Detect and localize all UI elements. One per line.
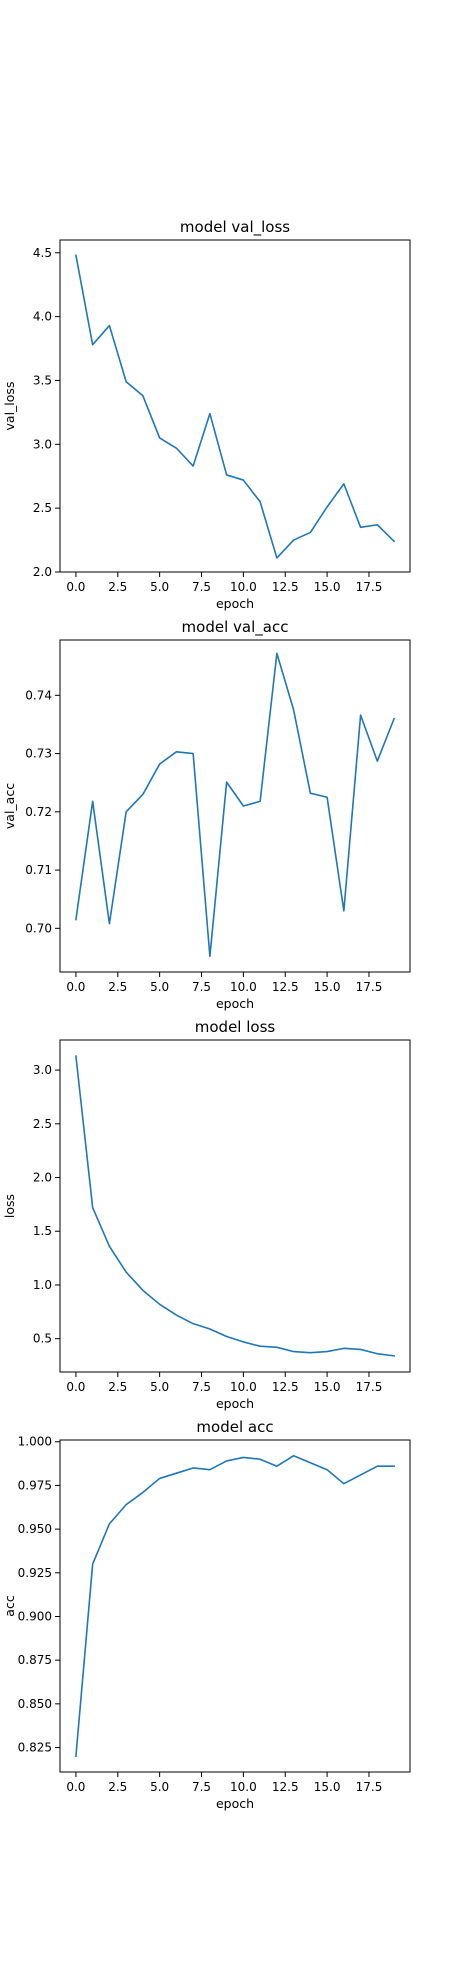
x-tick-label-acc: 2.5 (108, 1780, 127, 1794)
x-axis-label-val-acc: epoch (216, 996, 254, 1011)
y-tick-label-acc: 0.975 (18, 1478, 52, 1492)
chart-title-val-loss: model val_loss (180, 218, 290, 237)
y-tick-label-val-loss: 2.0 (33, 565, 52, 579)
y-tick-label-acc: 0.850 (18, 1697, 52, 1711)
y-tick-label-loss: 2.0 (33, 1171, 52, 1185)
x-tick-label-val-acc: 7.5 (192, 980, 211, 994)
y-tick-label-loss: 0.5 (33, 1332, 52, 1346)
series-line-acc (75, 1454, 395, 1758)
chart-loss: model loss 0.0 2.5 5.0 7.5 10.0 12.5 15.0 17.5 0.… (2, 1018, 411, 1411)
plot-area-acc (59, 1439, 411, 1773)
y-tick-label-val-loss: 2.5 (33, 501, 52, 515)
y-tick-label-acc: 0.825 (18, 1741, 52, 1755)
x-tick-label-acc: 7.5 (192, 1780, 211, 1794)
x-tick-label-loss: 15.0 (314, 1380, 341, 1394)
x-tick-label-loss: 7.5 (192, 1380, 211, 1394)
x-tick-label-acc: 17.5 (356, 1780, 383, 1794)
y-axis-label-loss: loss (2, 1194, 17, 1218)
chart-title-val-acc: model val_acc (182, 618, 289, 637)
x-tick-label-loss: 2.5 (108, 1380, 127, 1394)
y-tick-label-loss: 1.5 (33, 1224, 52, 1238)
chart-val-loss: model val_loss 0.0 2.5 5.0 7.5 10.0 12.5 15.0 17… (2, 218, 411, 611)
plot-area-val-acc (59, 639, 411, 973)
chart-title-acc: model acc (196, 1418, 273, 1436)
x-axis-label-val-loss: epoch (216, 596, 254, 611)
x-tick-label-val-acc: 0.0 (66, 980, 85, 994)
x-tick-label-val-acc: 10.0 (230, 980, 257, 994)
series-line-loss (75, 1055, 395, 1357)
y-axis-label-acc: acc (2, 1595, 17, 1617)
y-tick-label-val-loss: 4.0 (33, 310, 52, 324)
x-tick-label-val-loss: 15.0 (314, 580, 341, 594)
x-axis-label-loss: epoch (216, 1396, 254, 1411)
y-tick-label-val-acc: 0.72 (25, 805, 52, 819)
x-tick-label-acc: 5.0 (150, 1780, 169, 1794)
x-tick-label-loss: 5.0 (150, 1380, 169, 1394)
x-tick-label-val-loss: 17.5 (356, 580, 383, 594)
plot-area-loss (59, 1039, 411, 1373)
x-tick-label-loss: 12.5 (272, 1380, 299, 1394)
y-tick-label-val-loss: 4.5 (33, 246, 52, 260)
y-tick-label-loss: 1.0 (33, 1278, 52, 1292)
y-tick-label-loss: 3.0 (33, 1063, 52, 1077)
x-tick-label-loss: 17.5 (356, 1380, 383, 1394)
x-tick-label-loss: 0.0 (66, 1380, 85, 1394)
y-axis-label-val-acc: val_acc (2, 783, 17, 829)
x-tick-label-acc: 12.5 (272, 1780, 299, 1794)
x-tick-label-val-loss: 5.0 (150, 580, 169, 594)
x-tick-label-acc: 0.0 (66, 1780, 85, 1794)
x-tick-label-val-loss: 2.5 (108, 580, 127, 594)
chart-title-loss: model loss (195, 1018, 276, 1036)
y-tick-label-acc: 0.900 (18, 1609, 52, 1623)
x-tick-label-acc: 15.0 (314, 1780, 341, 1794)
plot-area-val-loss (59, 239, 411, 573)
x-tick-label-val-loss: 7.5 (192, 580, 211, 594)
x-tick-label-loss: 10.0 (230, 1380, 257, 1394)
x-tick-label-val-acc: 12.5 (272, 980, 299, 994)
y-tick-label-acc: 1.000 (18, 1435, 52, 1449)
y-tick-label-acc: 0.875 (18, 1653, 52, 1667)
y-tick-label-val-acc: 0.71 (25, 863, 52, 877)
y-tick-label-val-acc: 0.74 (25, 688, 52, 702)
y-tick-label-val-acc: 0.70 (25, 921, 52, 935)
y-tick-label-val-loss: 3.5 (33, 373, 52, 387)
y-tick-label-val-loss: 3.0 (33, 437, 52, 451)
x-tick-label-val-acc: 17.5 (356, 980, 383, 994)
y-tick-label-val-acc: 0.73 (25, 747, 52, 761)
x-tick-label-val-loss: 0.0 (66, 580, 85, 594)
y-tick-label-loss: 2.5 (33, 1117, 52, 1131)
x-tick-label-acc: 10.0 (230, 1780, 257, 1794)
x-tick-label-val-loss: 10.0 (230, 580, 257, 594)
y-axis-label-val-loss: val_loss (2, 382, 17, 431)
x-tick-label-val-acc: 15.0 (314, 980, 341, 994)
series-line-val-acc (75, 652, 396, 958)
x-tick-label-val-acc: 2.5 (108, 980, 127, 994)
series-line-val-loss (74, 254, 396, 559)
chart-acc: model acc 0.0 2.5 5.0 7.5 10.0 12.5 15.0 17.5 0.8… (2, 1418, 411, 1811)
x-tick-label-val-loss: 12.5 (272, 580, 299, 594)
y-tick-label-acc: 0.950 (18, 1522, 52, 1536)
chart-val-acc: model val_acc 0.0 2.5 5.0 7.5 10.0 12.5 15.0 17.… (2, 618, 411, 1011)
y-tick-label-acc: 0.925 (18, 1566, 52, 1580)
x-tick-label-val-acc: 5.0 (150, 980, 169, 994)
x-axis-label-acc: epoch (216, 1796, 254, 1811)
